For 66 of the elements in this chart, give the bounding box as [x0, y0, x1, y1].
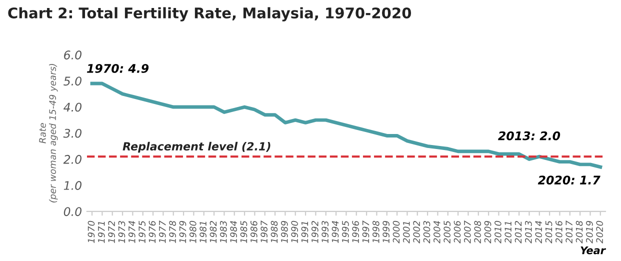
x-tick-label: 1971	[98, 222, 105, 243]
x-tick-label: 2020	[596, 220, 604, 244]
x-tick-label: 2003	[423, 221, 430, 244]
x-tick-label: 2010	[494, 220, 502, 244]
y-tick-label: 2.0	[63, 154, 82, 164]
x-tick-label: 1991	[301, 222, 308, 243]
x-tick-label: 1999	[382, 221, 390, 243]
x-tick-label: 1981	[200, 222, 206, 243]
x-tick-label: 1986	[250, 220, 258, 243]
x-tick-label: 1975	[138, 220, 146, 243]
x-tick-label: 1987	[260, 220, 268, 243]
x-tick-label: 2016	[556, 220, 562, 244]
x-tick-label: 2011	[504, 222, 512, 244]
x-tick-label: 2005	[444, 220, 450, 244]
x-tick-label: 1998	[372, 220, 380, 243]
y-tick-label: 0.0	[64, 207, 82, 216]
y-tick-label: 1.0	[64, 181, 82, 190]
x-tick-label: 2000	[392, 220, 400, 244]
x-tick-label: 2019	[586, 221, 593, 244]
y-tick-label: 3.0	[63, 128, 82, 138]
x-tick-label: 2001	[403, 222, 410, 244]
x-tick-label: 1997	[362, 220, 370, 243]
x-tick-label: 1970	[88, 220, 95, 243]
y-tick-label: 4.0	[64, 102, 82, 112]
x-tick-label: 1985	[240, 220, 248, 243]
ref-line-label: Replacement level (2.1)	[122, 142, 270, 153]
annotation: 2013: 2.0	[498, 131, 560, 140]
x-tick-label: 1989	[280, 221, 288, 243]
x-tick-label: 2009	[484, 221, 492, 244]
x-tick-label: 1976	[148, 220, 156, 243]
y-tick-label: 6.0	[64, 50, 82, 60]
x-tick-label: 1990	[291, 220, 298, 243]
x-axis-title: Year	[580, 246, 606, 254]
x-tick-label: 1984	[230, 221, 237, 243]
x-tick-label: 1983	[220, 221, 227, 243]
x-tick-label: 2017	[566, 220, 573, 244]
annotation: 2020: 1.7	[538, 176, 600, 185]
x-tick-label: 1988	[270, 220, 278, 243]
x-tick-label: 1977	[158, 220, 166, 243]
x-tick-label: 2013	[525, 221, 532, 244]
chart-title: Chart 2: Total Fertility Rate, Malaysia, 1970-2020	[8, 7, 412, 22]
x-tick-label: 2015	[545, 220, 552, 244]
x-tick-label: 1994	[332, 221, 339, 243]
x-tick-label: 2002	[413, 221, 420, 244]
x-tick-label: 1992	[311, 221, 318, 243]
x-tick-label: 2018	[576, 220, 583, 244]
x-tick-label: 2012	[514, 221, 522, 244]
x-tick-label: 1973	[118, 221, 126, 243]
y-tick-label: 5.0	[64, 76, 82, 86]
y-axis-title: Rate (per woman aged 15-49 years)	[39, 64, 58, 202]
x-tick-label: 2014	[535, 221, 542, 244]
x-tick-label: 1980	[189, 220, 196, 243]
x-tick-label: 1972	[108, 221, 115, 243]
x-tick-label: 1978	[169, 220, 176, 243]
x-tick-label: 1995	[342, 220, 349, 243]
x-tick-label: 1996	[352, 220, 359, 243]
x-tick-label: 2008	[474, 220, 482, 244]
x-tick-label: 1993	[322, 221, 328, 243]
x-tick-label: 2004	[434, 221, 440, 244]
x-tick-label: 2007	[464, 220, 471, 244]
x-tick-label: 1979	[179, 221, 186, 243]
x-tick-label: 1982	[210, 221, 217, 243]
x-tick-label: 2006	[454, 220, 461, 244]
annotation: 1970: 4.9	[86, 64, 149, 73]
x-tick-label: 1974	[128, 221, 136, 243]
line-series	[90, 82, 602, 169]
